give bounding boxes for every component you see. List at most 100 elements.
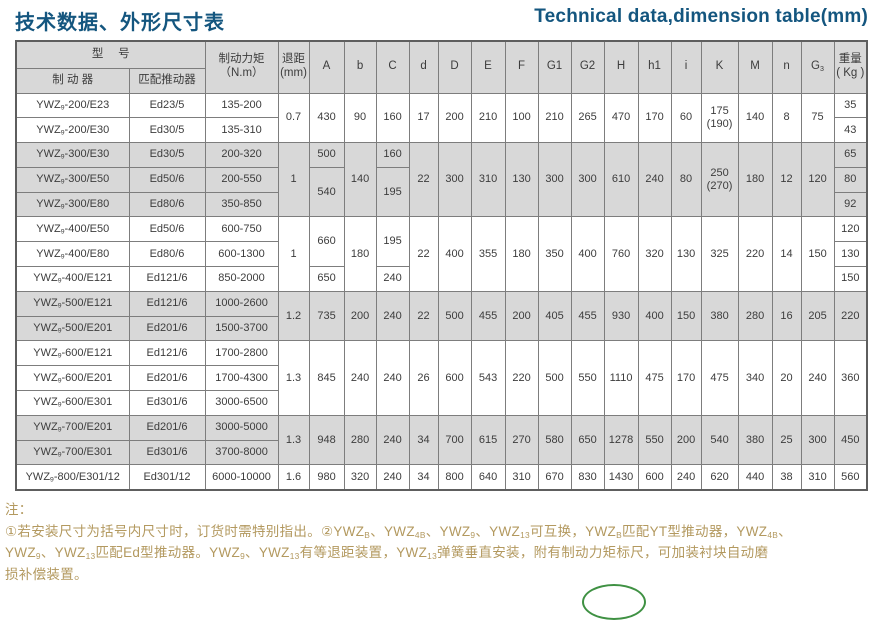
table-cell: 17 xyxy=(408,92,439,144)
table-cell: Ed23/5 xyxy=(128,92,206,119)
model-cell: YWZ9-400/E50 xyxy=(15,216,130,243)
table-cell: 650 xyxy=(308,266,345,292)
table-cell: 150 xyxy=(800,216,835,292)
table-cell: 455 xyxy=(570,290,605,342)
table-cell: 850-2000 xyxy=(204,266,279,292)
column-header: 退距 (mm) xyxy=(277,40,310,94)
table-cell: 325 xyxy=(700,216,739,292)
table-cell: 560 xyxy=(833,464,868,491)
table-cell: 930 xyxy=(603,290,639,342)
table-cell: Ed50/6 xyxy=(128,216,206,243)
column-header: M xyxy=(737,40,773,94)
table-cell: 75 xyxy=(800,92,835,144)
table-row: YWZ9-200/E30 Ed30/5 135-310 43 xyxy=(15,117,868,144)
table-row: YWZ9-400/E121 Ed121/6 850-2000 650 240 150 xyxy=(15,266,868,292)
table-cell: 130 xyxy=(670,216,702,292)
table-cell: 300 xyxy=(537,142,572,218)
table-cell: 3000-5000 xyxy=(204,414,279,441)
table-cell: 310 xyxy=(504,464,539,491)
table-cell: 600 xyxy=(637,464,672,491)
table-cell: 265 xyxy=(570,92,605,144)
table-cell: Ed121/6 xyxy=(128,290,206,317)
table-cell: 38 xyxy=(771,464,802,491)
table-cell: 310 xyxy=(800,464,835,491)
table-cell: Ed30/5 xyxy=(128,117,206,144)
table-cell: Ed201/6 xyxy=(128,315,206,342)
table-cell: 300 xyxy=(800,414,835,466)
table-cell: 140 xyxy=(737,92,773,144)
table-cell: 475 xyxy=(700,340,739,416)
table-cell: 350 xyxy=(537,216,572,292)
table-cell: 240 xyxy=(375,340,410,416)
table-cell: 220 xyxy=(833,290,868,342)
table-cell: 550 xyxy=(570,340,605,416)
table-cell: 600-750 xyxy=(204,216,279,243)
table-cell: 1110 xyxy=(603,340,639,416)
model-cell: YWZ9-800/E301/12 xyxy=(15,464,130,491)
column-header: G3 xyxy=(800,40,835,94)
table-cell: 1.3 xyxy=(277,340,310,416)
column-header: i xyxy=(670,40,702,94)
table-cell: 22 xyxy=(408,290,439,342)
table-cell: 430 xyxy=(308,92,345,144)
table-cell: Ed80/6 xyxy=(128,191,206,218)
table-cell: 205 xyxy=(800,290,835,342)
table-row: YWZ9-600/E301 Ed301/6 3000-6500 xyxy=(15,390,867,416)
table-cell: 200 xyxy=(437,92,472,144)
table-cell: 220 xyxy=(737,216,773,292)
table-cell: 1700-4300 xyxy=(204,365,279,392)
model-cell: YWZ9-700/E201 xyxy=(15,414,130,441)
note-line: 损补偿装置。 xyxy=(5,567,88,583)
table-cell: 3700-8000 xyxy=(204,439,279,466)
table-cell: 1.6 xyxy=(277,464,310,491)
model-cell: YWZ9-400/E80 xyxy=(15,241,130,268)
table-cell: 550 xyxy=(637,414,672,466)
model-cell: YWZ9-300/E30 xyxy=(15,142,130,168)
table-cell: 200-320 xyxy=(204,142,279,168)
column-header: E xyxy=(470,40,506,94)
table-cell: 320 xyxy=(637,216,672,292)
table-cell: 948 xyxy=(308,414,345,466)
table-cell: Ed201/6 xyxy=(128,365,206,392)
table-cell: 34 xyxy=(408,464,439,491)
table-cell: 540 xyxy=(308,166,345,218)
table-cell: 300 xyxy=(570,142,605,218)
table-row: YWZ9-700/E301 Ed301/6 3700-8000 xyxy=(15,439,867,466)
table-cell: 0.7 xyxy=(277,92,310,144)
table-row: YWZ9-400/E80 Ed80/6 600-1300 130 xyxy=(15,241,868,268)
table-cell: 16 xyxy=(771,290,802,342)
table-cell: 60 xyxy=(670,92,702,144)
logo-arc-decoration xyxy=(582,584,646,620)
table-cell: 280 xyxy=(343,414,377,466)
column-header: 制 动 器 xyxy=(15,67,130,94)
column-header: d xyxy=(408,40,439,94)
table-cell: 22 xyxy=(408,216,439,292)
table-cell: 240 xyxy=(637,142,672,218)
table-cell: 220 xyxy=(504,340,539,416)
table-cell: 195 xyxy=(375,166,410,218)
table-cell: 200 xyxy=(670,414,702,466)
table-cell: 615 xyxy=(470,414,506,466)
table-cell: 660 xyxy=(308,216,345,268)
table-cell: 160 xyxy=(375,142,410,168)
table-cell: 1430 xyxy=(603,464,639,491)
title-bar: 技术数据、外形尺寸表 Technical data,dimension tabl… xyxy=(0,0,874,40)
model-cell: YWZ9-200/E23 xyxy=(15,92,130,119)
table-cell: 240 xyxy=(375,290,410,342)
column-header: 型 号 xyxy=(15,40,206,69)
table-row: YWZ9-500/E121 Ed121/6 1000-2600 1.2 735 200 24… xyxy=(15,290,868,342)
table-cell: 240 xyxy=(375,414,410,466)
table-row: YWZ9-300/E50 Ed50/6 200-550 540 195 80 xyxy=(15,166,868,218)
column-header: 重量( Kg ) xyxy=(833,40,868,94)
column-header: b xyxy=(343,40,377,94)
column-header: n xyxy=(771,40,802,94)
table-cell: 65 xyxy=(833,142,868,168)
table-cell: 735 xyxy=(308,290,345,342)
table-row: YWZ9-200/E23 Ed23/5 135-200 0.7 430 90 160 17 20… xyxy=(15,92,868,144)
table-cell: 455 xyxy=(470,290,506,342)
table-cell: 650 xyxy=(570,414,605,466)
table-cell: 43 xyxy=(833,117,868,144)
table-cell: Ed80/6 xyxy=(128,241,206,268)
table-cell: 140 xyxy=(343,142,377,218)
